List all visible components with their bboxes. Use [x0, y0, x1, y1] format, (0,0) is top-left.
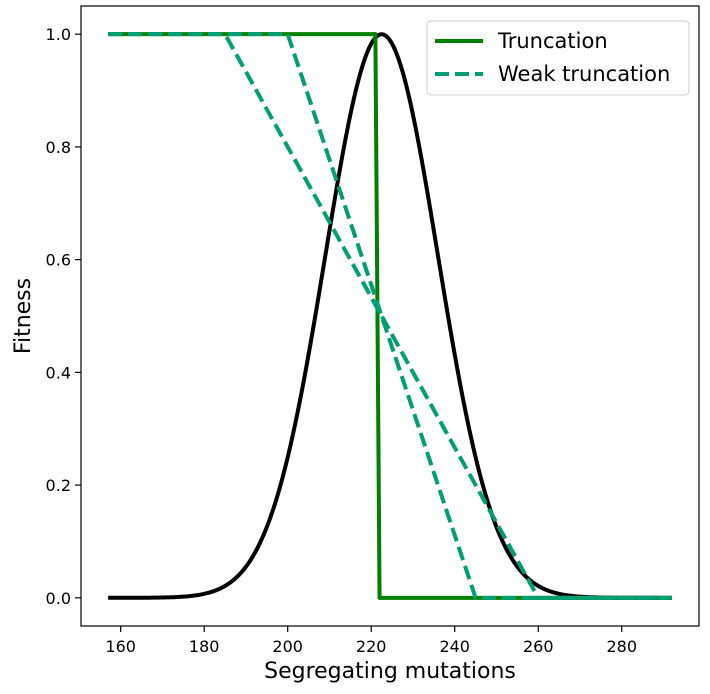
x-tick-label: 220	[356, 637, 387, 656]
plot-area	[80, 5, 700, 627]
legend: Truncation Weak truncation	[426, 20, 690, 96]
series-line-1	[108, 32, 672, 600]
x-tick-label: 260	[523, 637, 554, 656]
legend-box	[426, 20, 690, 96]
y-tick-label: 0.6	[46, 251, 71, 270]
y-tick-label: 0.4	[46, 363, 71, 382]
plot-frame	[80, 5, 700, 627]
legend-label-truncation: Truncation	[497, 29, 608, 53]
y-tick-label: 0.0	[46, 589, 71, 608]
legend-label-weak-truncation: Weak truncation	[498, 62, 670, 86]
x-tick-label: 280	[606, 637, 637, 656]
series-line-3	[108, 32, 672, 600]
y-tick-label: 0.2	[46, 476, 71, 495]
ticks-layer: 160 180 200 220 240 260 280 0.0 0.2 0.4 0.6 0.8 1.0	[46, 25, 637, 656]
series-line-0	[108, 32, 672, 600]
x-tick-label: 200	[272, 637, 303, 656]
x-tick-label: 240	[439, 637, 470, 656]
series-layer	[108, 32, 672, 600]
y-tick-label: 1.0	[46, 25, 71, 44]
x-axis-label: Segregating mutations	[264, 659, 516, 684]
x-tick-label: 180	[189, 637, 220, 656]
series-line-2	[108, 32, 672, 600]
x-tick-label: 160	[105, 637, 136, 656]
y-axis-label: Fitness	[11, 278, 36, 354]
y-tick-label: 0.8	[46, 138, 71, 157]
